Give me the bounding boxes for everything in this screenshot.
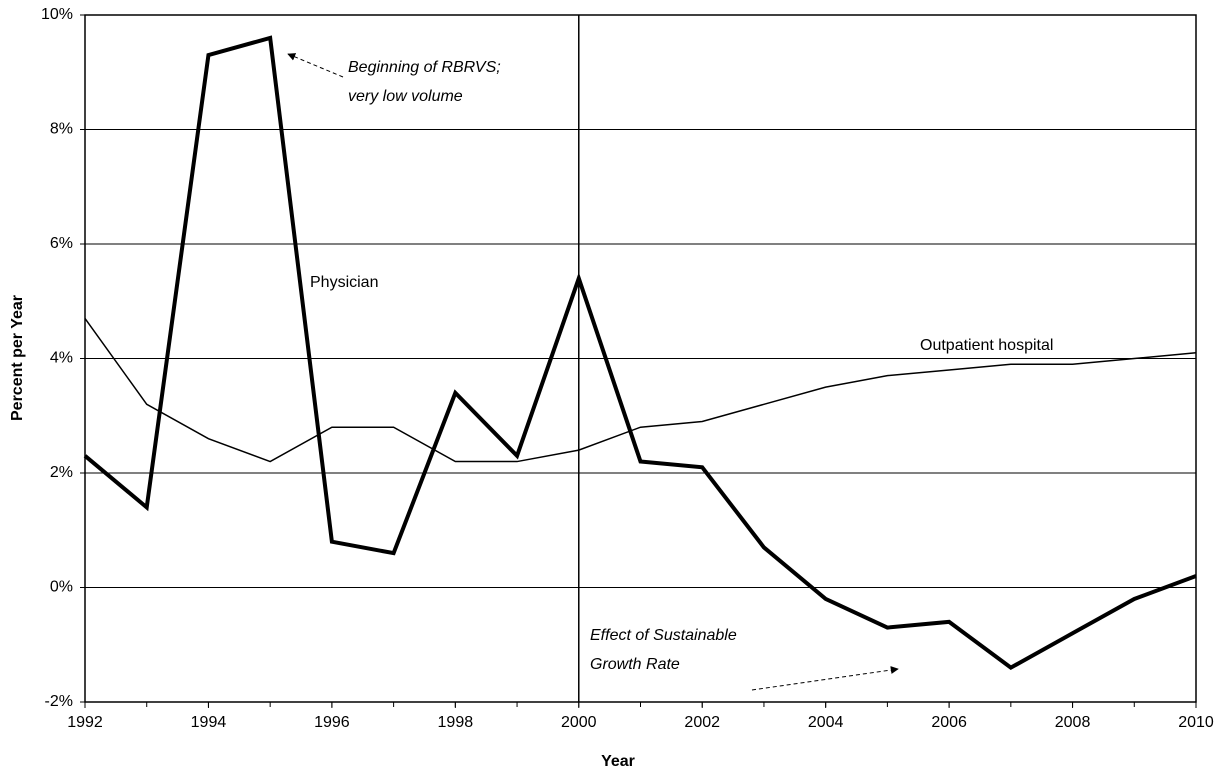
annotation-arrow [287, 53, 344, 78]
series-label: Physician [310, 274, 378, 291]
x-tick-label: 2002 [684, 714, 720, 731]
x-tick-label: 1996 [314, 714, 350, 731]
x-tick-label: 2008 [1055, 714, 1091, 731]
annotation: Growth Rate [590, 656, 680, 673]
series-line [84, 317, 1197, 463]
x-tick-label: 2004 [808, 714, 844, 731]
x-tick-label: 2010 [1178, 714, 1214, 731]
y-tick-label: 2% [50, 464, 73, 481]
y-tick-label: -2% [45, 693, 73, 710]
annotation: Effect of Sustainable [590, 627, 737, 644]
x-tick-label: 2006 [931, 714, 967, 731]
y-tick-label: 4% [50, 350, 73, 367]
annotation: very low volume [348, 88, 463, 105]
y-tick-label: 10% [41, 6, 73, 23]
plot-frame [84, 14, 1197, 703]
y-tick-label: 0% [50, 579, 73, 596]
y-tick-label: 6% [50, 235, 73, 252]
x-axis-title: Year [601, 753, 635, 770]
x-tick-label: 2000 [561, 714, 597, 731]
annotation-arrow [751, 666, 899, 691]
y-tick-label: 8% [50, 121, 73, 138]
x-tick-label: 1992 [67, 714, 103, 731]
y-axis-title: Percent per Year [9, 295, 26, 421]
x-tick-label: 1994 [191, 714, 227, 731]
series-label: Outpatient hospital [920, 337, 1053, 354]
series-line [83, 35, 1197, 671]
annotation: Beginning of RBRVS; [348, 59, 501, 76]
x-tick-label: 1998 [438, 714, 474, 731]
